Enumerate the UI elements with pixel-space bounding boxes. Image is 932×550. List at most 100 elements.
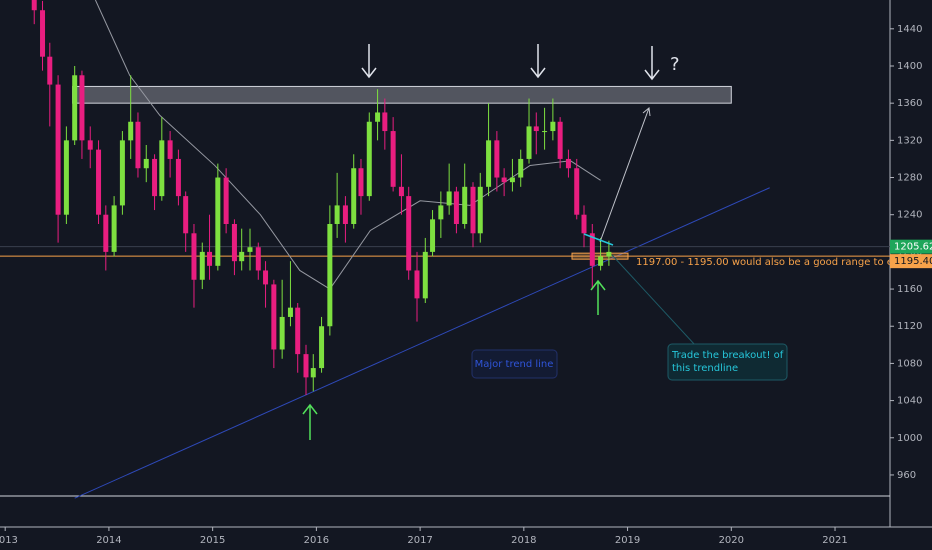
y-tick-label: 1080	[897, 358, 922, 369]
entry-label: 1195.40	[894, 256, 932, 267]
candle-body	[533, 126, 539, 132]
range-note: 1197.00 - 1195.00 would also be a good r…	[636, 257, 914, 268]
candle-body	[557, 121, 563, 159]
candle-body	[72, 75, 78, 141]
candle-body	[310, 368, 316, 378]
candle-body	[231, 223, 237, 262]
y-tick-label: 1040	[897, 396, 922, 407]
candle-body	[239, 251, 245, 262]
candle-body	[453, 191, 459, 224]
candle-body	[207, 251, 213, 266]
candle-body	[366, 121, 372, 197]
candle-body	[143, 158, 149, 169]
candle-body	[215, 177, 221, 266]
up-arrow	[590, 279, 606, 315]
candle-body	[175, 158, 181, 197]
candle-body	[581, 214, 587, 234]
candle-body	[438, 205, 444, 220]
candle-body	[111, 205, 117, 252]
candle-body	[494, 140, 500, 178]
last-price-tag	[890, 239, 932, 254]
candle-body	[477, 186, 483, 234]
y-tick-label: 1280	[897, 173, 922, 184]
candle-body	[550, 121, 556, 132]
short-trendline	[583, 233, 614, 246]
down-arrow	[644, 46, 660, 81]
candle-body	[509, 177, 515, 183]
candle-body	[295, 307, 301, 355]
plot-area	[0, 0, 890, 499]
x-tick-label: 2020	[719, 535, 744, 546]
x-tick-label: 2016	[304, 535, 329, 546]
up-arrows	[302, 279, 606, 440]
candle-body	[526, 126, 532, 159]
candle-body	[382, 112, 388, 132]
candle-body	[589, 233, 595, 266]
x-tick-label: 2014	[96, 535, 121, 546]
y-tick-label: 1440	[897, 24, 922, 35]
y-tick-label: 1000	[897, 433, 922, 444]
x-tick-label: 2019	[615, 535, 640, 546]
candle-body	[279, 316, 285, 350]
trend-note: Major trend line	[475, 359, 554, 370]
last-price-label: 1205.62	[894, 242, 932, 253]
candle-body	[334, 205, 340, 224]
candle-body	[103, 214, 109, 252]
x-tick-label: 2015	[200, 535, 225, 546]
candle-body	[191, 233, 197, 280]
y-tick-label: 1400	[897, 61, 922, 72]
entry-tag	[890, 254, 932, 269]
resistance-zone	[72, 85, 732, 104]
down-arrow	[361, 44, 377, 79]
y-tick-label: 1320	[897, 135, 922, 146]
candle-body	[422, 251, 428, 299]
candle-body	[271, 284, 277, 350]
arrows	[361, 44, 660, 243]
callout-connector	[611, 254, 696, 346]
candle-body	[342, 205, 348, 224]
y-tick-label: 960	[897, 470, 916, 481]
x-tick-label: 2017	[407, 535, 432, 546]
candle-body	[223, 177, 229, 224]
projection-arrow	[599, 107, 651, 243]
trend-note-box	[471, 349, 558, 379]
candle-body	[47, 56, 53, 85]
candle-body	[327, 223, 333, 327]
candle-body	[119, 140, 125, 206]
candle-body	[470, 186, 476, 234]
candle-body	[606, 251, 612, 257]
candle-body	[542, 131, 548, 133]
candle-body	[152, 158, 158, 197]
candle-body	[31, 0, 37, 11]
candle-body	[96, 149, 102, 215]
y-tick-label: 1240	[897, 210, 922, 221]
question-mark: ?	[670, 54, 680, 75]
candle-body	[390, 131, 396, 187]
candle-body	[79, 75, 85, 141]
candle-body	[303, 354, 309, 378]
candle-body	[263, 270, 269, 285]
x-tick-label: 2021	[822, 535, 847, 546]
candle-body	[446, 191, 452, 206]
candle-body	[375, 112, 381, 122]
candle-body	[55, 84, 61, 215]
candle-body	[159, 140, 165, 197]
trend-line	[74, 187, 770, 499]
candle-body	[358, 168, 364, 197]
candle-body	[319, 326, 325, 369]
candle-body	[430, 219, 436, 252]
candle-body	[598, 256, 604, 266]
candle-body	[87, 140, 93, 150]
candle-body	[398, 186, 404, 197]
candle-body	[255, 247, 261, 271]
candle-body	[518, 158, 524, 178]
candle-body	[414, 270, 420, 299]
y-tick-label: 1360	[897, 98, 922, 109]
x-tick-label: 2018	[511, 535, 536, 546]
breakout-note-box	[667, 343, 788, 381]
candle-body	[501, 177, 507, 183]
breakout-note: Trade the breakout! of this trendline	[672, 350, 784, 374]
